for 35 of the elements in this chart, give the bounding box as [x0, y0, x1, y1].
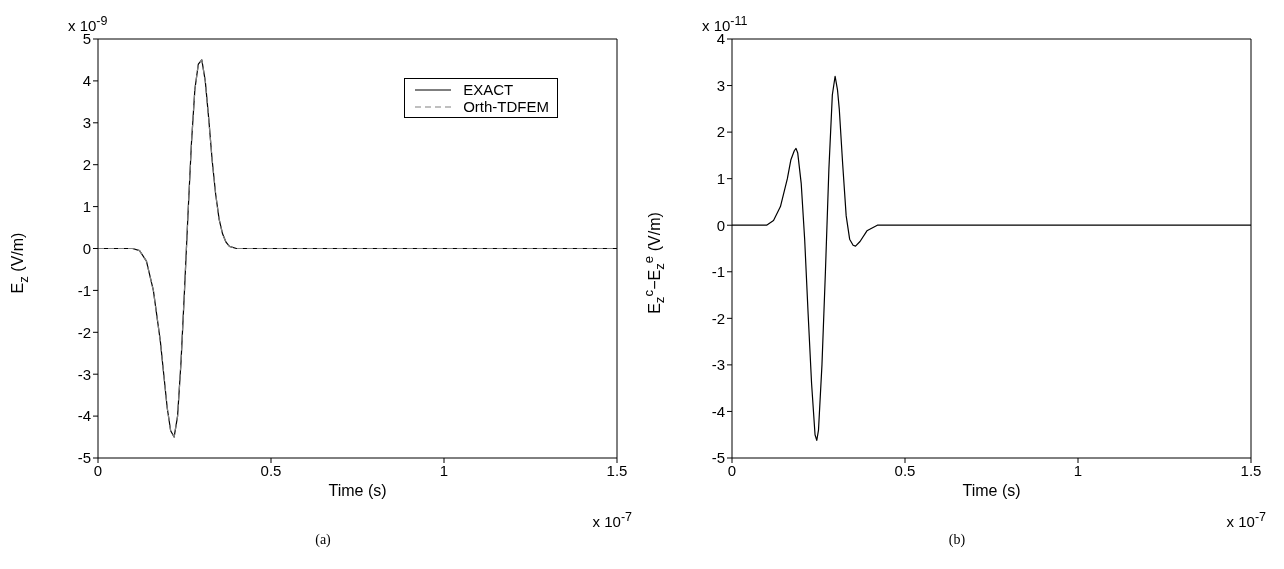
x-tick-label: 0.5 — [894, 461, 916, 479]
x-axis-title: Time (s) — [962, 482, 1021, 499]
x-tick-label: 1.5 — [606, 461, 628, 479]
y-tick-label: 2 — [82, 156, 91, 174]
x-tick-label: 0 — [727, 461, 737, 479]
y-tick-label: -1 — [77, 281, 91, 299]
y-tick-label: 1 — [716, 169, 725, 187]
y-tick-label: -1 — [711, 263, 725, 281]
x-tick-label: 0 — [93, 461, 103, 479]
legend-label: Orth-TDFEM — [463, 98, 549, 115]
text: x 10$^{-7}$ — [1226, 510, 1266, 530]
x-tick-label: 1 — [1073, 461, 1083, 479]
y-tick-label: 3 — [716, 76, 725, 94]
x-tick-label: 1 — [439, 461, 449, 479]
y-tick-label: 4 — [82, 72, 91, 90]
y-tick-label: -5 — [711, 449, 725, 467]
y-tick-label: -5 — [77, 449, 91, 467]
y-tick-label: -3 — [711, 356, 725, 374]
y-tick-label: 1 — [82, 197, 91, 215]
y-tick-label: -2 — [77, 323, 91, 341]
y-tick-label: 3 — [82, 114, 91, 132]
y-tick-label: 0 — [716, 216, 725, 234]
y-tick-label: -3 — [77, 365, 91, 383]
x-axis-title: Time (s) — [328, 482, 387, 499]
x-tick-label: 1.5 — [1240, 461, 1262, 479]
y-tick-label: 2 — [716, 123, 725, 141]
legend-label: EXACT — [463, 81, 514, 98]
y-tick-label: -4 — [711, 402, 725, 420]
text: x 10$^{-7}$ — [592, 510, 632, 530]
y-tick-label: -2 — [711, 309, 725, 327]
text: (b) — [947, 532, 967, 548]
text: (a) — [314, 532, 332, 548]
y-tick-label: -4 — [77, 407, 91, 425]
y-tick-label: 0 — [82, 239, 91, 257]
x-tick-label: 0.5 — [260, 461, 282, 479]
